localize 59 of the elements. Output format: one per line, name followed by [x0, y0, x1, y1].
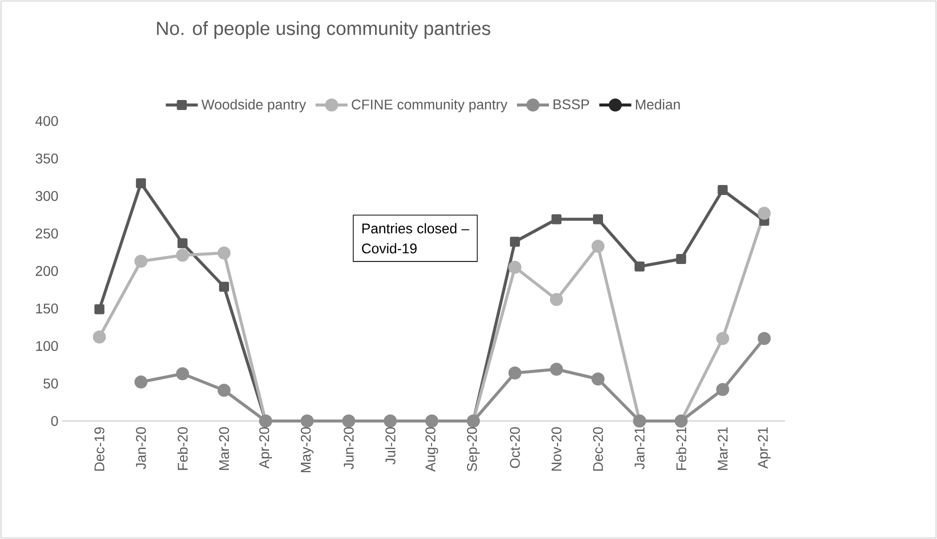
y-tick-label: 200: [36, 266, 58, 276]
point: [508, 366, 522, 380]
point: [676, 254, 686, 264]
point: [134, 254, 148, 268]
point: [136, 178, 146, 188]
x-tick-label: Jun-20: [344, 427, 354, 470]
point: [634, 261, 645, 272]
x-tick-label: Nov-20: [552, 427, 562, 471]
x-tick-label: Oct-20: [510, 427, 520, 468]
y-tick-label: 400: [35, 116, 58, 126]
x-tick-label: Aug-20: [425, 427, 438, 472]
point: [134, 376, 148, 388]
point: [508, 260, 522, 274]
y-tick-label: 50: [43, 378, 58, 388]
point: [94, 304, 104, 314]
point: [592, 372, 605, 386]
point: [176, 248, 190, 262]
point: [593, 214, 604, 224]
legend-label: CFINE community pantry: [352, 99, 508, 112]
point: [178, 238, 188, 248]
x-tick-label: Apr-21: [758, 427, 771, 469]
point: [550, 362, 563, 376]
y-tick-label: 150: [36, 304, 58, 314]
point: [92, 330, 106, 344]
point: [592, 240, 605, 253]
annotation: Pantries closed – Covid-19: [362, 223, 470, 254]
y-tick-label: 250: [36, 228, 58, 238]
x-tick-label: Jan-21: [634, 427, 645, 470]
point: [718, 184, 728, 195]
point: [176, 367, 190, 380]
legend-label: Woodside pantry: [201, 99, 306, 112]
x-tick-label: Jan-20: [136, 427, 146, 470]
x-tick-label: Jul-20: [385, 427, 396, 465]
y-tick-label: 300: [36, 191, 58, 201]
point: [219, 282, 230, 292]
point: [550, 293, 563, 306]
point: [551, 214, 562, 224]
point: [758, 332, 771, 345]
x-tick-label: Apr-20: [259, 427, 272, 469]
y-tick-label: 100: [36, 341, 58, 351]
x-tick-label: Feb-21: [676, 427, 686, 470]
x-tick-label: Sep-20: [467, 427, 480, 472]
x-tick-label: May-20: [300, 427, 314, 472]
x-tick-label: Dec-19: [94, 427, 104, 471]
legend-label: BSSP: [554, 99, 590, 110]
y-tick-label: 0: [51, 416, 58, 426]
point: [510, 236, 520, 247]
point: [218, 246, 231, 260]
x-tick-label: Dec-20: [593, 427, 603, 471]
point: [716, 383, 730, 396]
x-tick-label: Mar-21: [718, 427, 728, 470]
x-tick-label: Mar-20: [219, 427, 230, 470]
x-tick-label: Feb-20: [177, 427, 188, 470]
point: [218, 384, 231, 397]
point: [758, 206, 771, 220]
legend-label: Median: [636, 99, 680, 110]
y-tick-label: 350: [36, 154, 58, 164]
chart-title: No. of people using community pantries: [157, 21, 490, 39]
point: [716, 332, 730, 345]
